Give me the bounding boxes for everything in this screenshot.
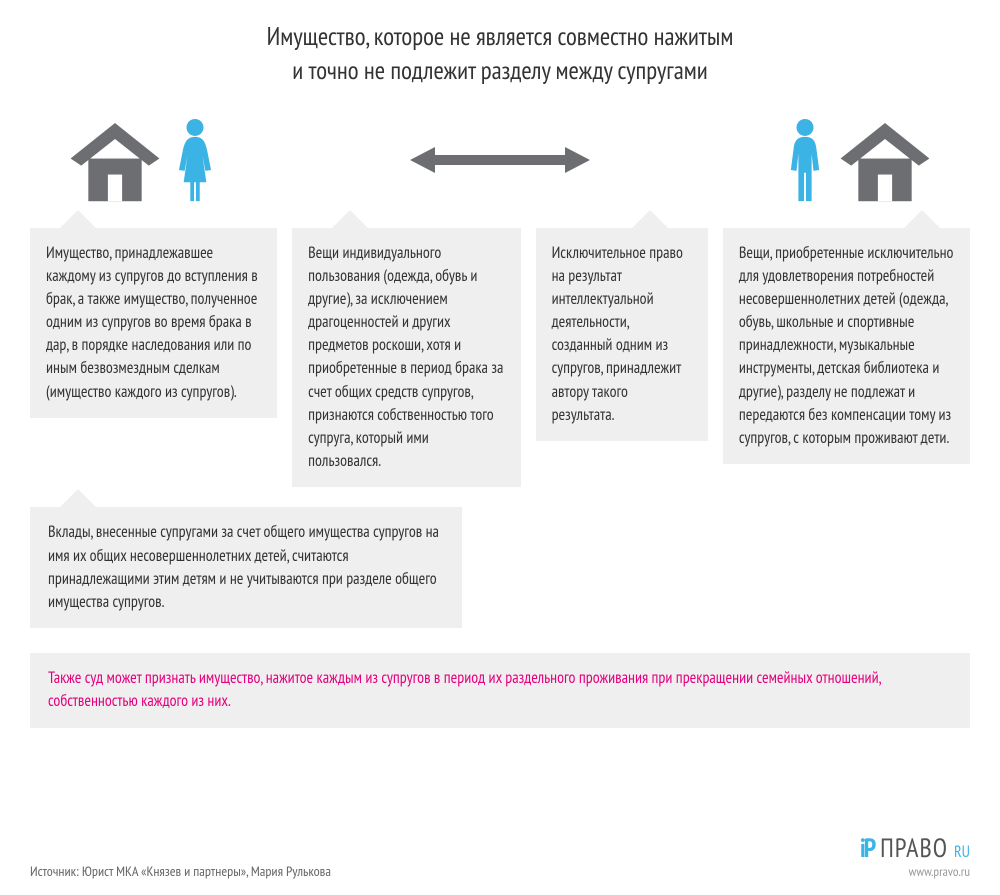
man-icon	[785, 118, 825, 203]
icons-row	[30, 118, 970, 203]
title-line-2: и точно не подлежит разделу между супруг…	[292, 54, 708, 86]
info-box-3: Исключительное право на результат интелл…	[536, 228, 708, 442]
info-box-4: Вещи, приобретенные исключительно для уд…	[723, 228, 970, 465]
callout-triangle	[60, 489, 96, 507]
logo-row: iP ПРАВО RU	[860, 832, 970, 865]
box-3-text: Исключительное право на результат интелл…	[552, 243, 683, 425]
logo-name: ПРАВО	[880, 832, 948, 865]
info-box-1: Имущество, принадлежавшее каждому из суп…	[30, 228, 277, 418]
callout-triangle	[904, 210, 940, 228]
info-box-wide: Вклады, внесенные супругами за счет обще…	[30, 507, 462, 628]
infographic-title: Имущество, которое не является совместно…	[30, 20, 970, 88]
callout-triangle	[60, 210, 96, 228]
callout-triangle	[632, 210, 668, 228]
box-4-text: Вещи, приобретенные исключительно для уд…	[739, 243, 954, 449]
boxes-row: Имущество, принадлежавшее каждому из суп…	[30, 228, 970, 488]
callout-triangle	[332, 210, 368, 228]
box-1-text: Имущество, принадлежавшее каждому из суп…	[46, 243, 258, 402]
logo-block: iP ПРАВО RU www.pravo.ru	[860, 832, 970, 880]
logo-ip: iP	[860, 832, 874, 865]
house-icon	[70, 123, 160, 203]
woman-icon	[175, 118, 215, 203]
box-wide-text: Вклады, внесенные супругами за счет обще…	[48, 522, 439, 612]
info-box-2: Вещи индивидуального пользования (одежда…	[292, 228, 520, 488]
title-line-1: Имущество, которое не является совместно…	[267, 20, 734, 52]
logo-url: www.pravo.ru	[860, 863, 970, 880]
footer: Источник: Юрист МКА «Князев и партнеры»,…	[30, 832, 970, 880]
source-text: Источник: Юрист МКА «Князев и партнеры»,…	[30, 862, 331, 880]
double-arrow-icon	[410, 145, 590, 175]
highlight-box: Также суд может признать имущество, нажи…	[30, 653, 970, 727]
house-icon	[840, 123, 930, 203]
left-icon-group	[70, 118, 215, 203]
logo-suffix: RU	[954, 842, 970, 862]
box-2-text: Вещи индивидуального пользования (одежда…	[308, 243, 503, 472]
right-icon-group	[785, 118, 930, 203]
pink-box-text: Также суд может признать имущество, нажи…	[48, 668, 881, 711]
